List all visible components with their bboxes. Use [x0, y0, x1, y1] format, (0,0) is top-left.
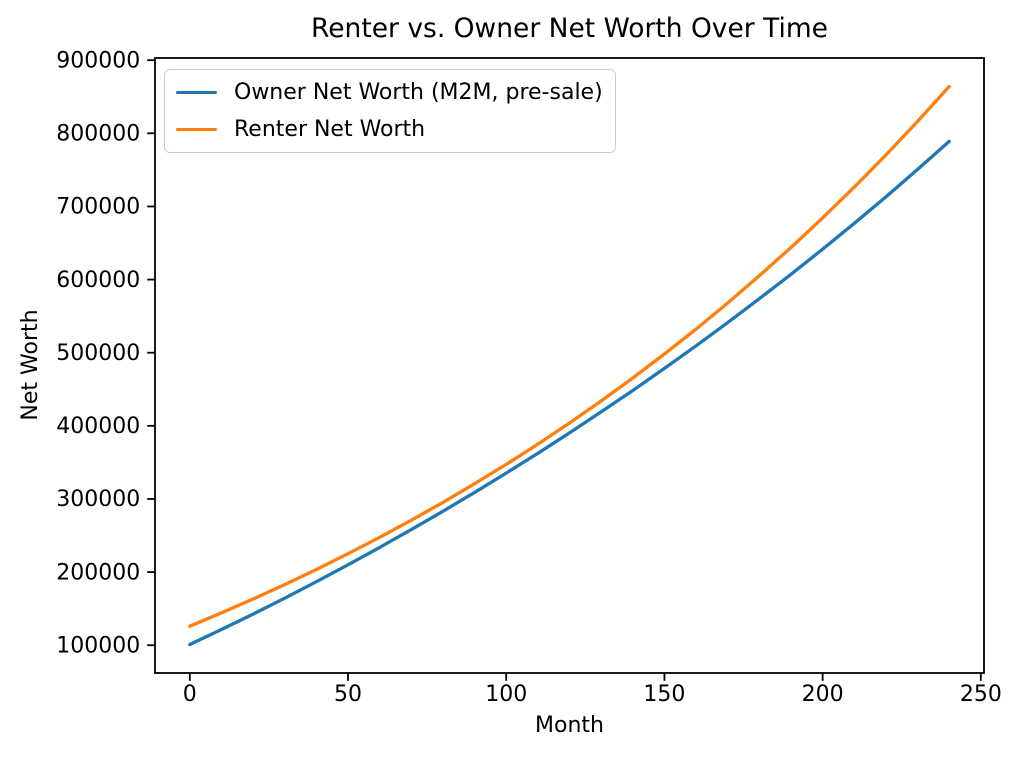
x-tick-label: 100: [485, 682, 527, 707]
y-tick-label: 700000: [56, 195, 140, 220]
renter-net-worth-line: [188, 84, 951, 628]
x-axis-label: Month: [535, 713, 604, 738]
legend-label-renter: Renter Net Worth: [234, 117, 426, 142]
y-tick-label: 200000: [56, 560, 140, 585]
x-tick-label: 250: [960, 682, 1002, 707]
y-tick-label: 500000: [56, 341, 140, 366]
x-tick-label: 50: [334, 682, 362, 707]
x-tick-label: 150: [643, 682, 685, 707]
y-tick-label: 900000: [56, 48, 140, 73]
owner-net-worth-line: [188, 139, 951, 647]
y-tick-label: 600000: [56, 268, 140, 293]
x-tick-label: 0: [183, 682, 197, 707]
y-axis-label-text: Net Worth: [18, 309, 43, 421]
legend-item-renter: Renter Net Worth: [176, 116, 603, 143]
legend-label-owner: Owner Net Worth (M2M, pre-sale): [234, 80, 603, 105]
x-tick-label: 200: [802, 682, 844, 707]
legend: Owner Net Worth (M2M, pre-sale) Renter N…: [164, 69, 616, 153]
y-tick-label: 800000: [56, 122, 140, 147]
legend-item-owner: Owner Net Worth (M2M, pre-sale): [176, 79, 603, 106]
y-tick-label: 100000: [56, 633, 140, 658]
y-tick-label: 400000: [56, 414, 140, 439]
axes-spines: [154, 57, 985, 674]
chart-title: Renter vs. Owner Net Worth Over Time: [311, 13, 828, 44]
renter-line-swatch: [176, 127, 217, 132]
y-tick-label: 300000: [56, 487, 140, 512]
owner-line-swatch: [176, 90, 217, 95]
